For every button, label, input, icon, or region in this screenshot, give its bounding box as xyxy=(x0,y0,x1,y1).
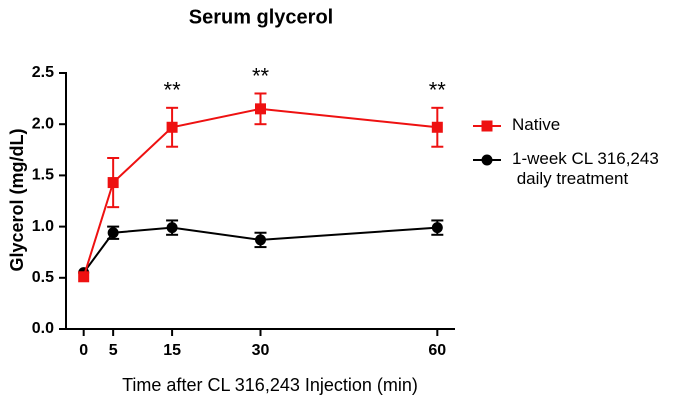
marker xyxy=(255,234,266,246)
annotation: ** xyxy=(164,78,182,103)
series xyxy=(78,219,444,279)
y-tick-label: 0.0 xyxy=(32,320,54,337)
y-tick-label: 2.0 xyxy=(32,115,54,132)
marker xyxy=(166,121,178,133)
marker xyxy=(166,222,178,234)
y-tick-label: 2.5 xyxy=(32,64,54,81)
marker xyxy=(78,271,90,283)
marker xyxy=(107,177,119,189)
chart-title: Serum glycerol xyxy=(189,6,334,28)
marker xyxy=(431,222,443,234)
legend-marker xyxy=(481,120,493,132)
series xyxy=(78,92,444,283)
y-axis-label: Glycerol (mg/dL) xyxy=(7,128,27,271)
series-line xyxy=(82,107,438,278)
x-tick-label: 60 xyxy=(428,342,446,359)
x-tick-label: 0 xyxy=(79,342,88,359)
legend-label: Native xyxy=(512,115,560,134)
annotation: ** xyxy=(429,78,447,103)
x-tick-label: 5 xyxy=(109,342,118,359)
marker xyxy=(107,227,119,239)
y-tick-label: 1.5 xyxy=(32,167,54,184)
marker xyxy=(431,121,443,133)
y-tick-label: 0.5 xyxy=(32,269,54,286)
legend-label: 1-week CL 316,243 daily treatment xyxy=(512,149,659,188)
marker xyxy=(255,103,266,115)
x-tick-label: 30 xyxy=(252,342,270,359)
annotation: ** xyxy=(252,63,270,88)
x-tick-label: 15 xyxy=(163,342,181,359)
legend-marker xyxy=(481,154,493,166)
y-tick-label: 1.0 xyxy=(32,218,54,235)
x-axis-label: Time after CL 316,243 Injection (min) xyxy=(122,375,418,395)
